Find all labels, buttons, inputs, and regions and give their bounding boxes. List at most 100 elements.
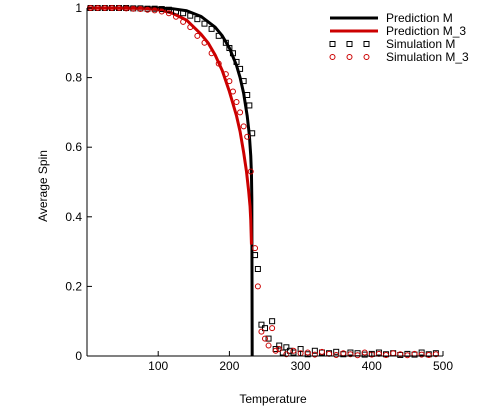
x-tick-label: 500 [433, 359, 453, 373]
point-simulation-m [229, 50, 236, 57]
y-axis-title: Average Spin [36, 150, 50, 222]
y-tick-label: 0 [75, 349, 82, 363]
point-simulation-m-3 [229, 88, 236, 95]
point-simulation-m-3 [252, 245, 259, 252]
point-simulation-m [283, 344, 290, 351]
point-simulation-m-3 [304, 349, 311, 356]
point-simulation-m [286, 347, 293, 354]
point-simulation-m-3 [137, 6, 144, 13]
point-simulation-m-3 [158, 8, 165, 15]
point-simulation-m [279, 349, 286, 356]
point-simulation-m-3 [390, 350, 397, 357]
point-simulation-m [208, 25, 215, 32]
point-simulation-m [194, 16, 201, 23]
point-simulation-m-3 [201, 39, 208, 46]
point-simulation-m [272, 346, 279, 353]
point-simulation-m [311, 347, 318, 354]
point-simulation-m-3 [397, 351, 404, 358]
point-simulation-m [158, 6, 165, 13]
y-tick-label: 0.8 [65, 71, 82, 85]
point-simulation-m-3 [151, 7, 158, 14]
point-simulation-m [249, 130, 256, 137]
point-simulation-m-3 [187, 24, 194, 31]
point-simulation-m [269, 318, 276, 325]
point-simulation-m-3 [226, 78, 233, 85]
x-axis-title: Temperature [239, 392, 307, 406]
axes: 100 200 300 400 500 0 0.2 0.4 0.6 0.8 1 [65, 1, 453, 373]
point-simulation-m-3 [173, 13, 179, 20]
point-simulation-m-3 [283, 351, 290, 358]
legend-label-prediction-m-3: Prediction M_3 [386, 24, 466, 38]
point-simulation-m [240, 78, 247, 85]
point-simulation-m-3 [240, 123, 247, 130]
point-simulation-m-3 [318, 348, 325, 355]
legend-label-simulation-m: Simulation M [386, 37, 455, 51]
point-simulation-m-3 [94, 5, 101, 11]
point-simulation-m [201, 20, 208, 27]
point-simulation-m-3 [418, 351, 425, 358]
point-simulation-m-3 [276, 346, 283, 353]
point-simulation-m [347, 349, 354, 356]
x-tick-label: 100 [148, 359, 168, 373]
point-simulation-m-3 [222, 71, 229, 78]
point-simulation-m [226, 45, 233, 52]
point-simulation-m [254, 266, 261, 272]
point-simulation-m-3 [130, 5, 137, 12]
legend-label-simulation-m-3: Simulation M_3 [386, 50, 469, 64]
point-simulation-m [265, 335, 272, 342]
point-simulation-m-3 [208, 50, 215, 57]
point-simulation-m-3 [290, 347, 297, 354]
point-simulation-m [333, 348, 340, 355]
point-simulation-m [215, 32, 222, 39]
point-simulation-m-3 [215, 60, 222, 67]
point-simulation-m-3 [165, 10, 172, 17]
legend-swatch-simulation-m [363, 41, 370, 47]
point-simulation-m-3 [432, 351, 439, 358]
point-simulation-m-3 [311, 351, 318, 358]
point-simulation-m-3 [354, 352, 361, 359]
point-simulation-m [258, 321, 265, 328]
point-simulation-m-3 [247, 168, 254, 175]
point-simulation-m [187, 12, 194, 19]
x-tick-label: 300 [291, 359, 311, 373]
series-line-prediction-m [87, 6, 254, 357]
x-tick-label: 400 [362, 359, 382, 373]
point-simulation-m-3 [254, 283, 261, 290]
point-simulation-m-3 [244, 133, 251, 140]
point-simulation-m-3 [333, 351, 340, 358]
y-tick-label: 0.6 [65, 140, 82, 154]
legend-swatch-simulation-m-3 [363, 54, 370, 60]
legend-swatch-simulation-m [329, 41, 336, 47]
point-simulation-m-3 [123, 5, 130, 12]
x-tick-label: 200 [219, 359, 239, 373]
point-simulation-m [222, 39, 229, 46]
legend-label-prediction-m: Prediction M [386, 11, 453, 25]
point-simulation-m-3 [383, 351, 390, 358]
y-tick-label: 0.2 [65, 279, 82, 293]
point-simulation-m [246, 102, 253, 109]
legend-swatch-simulation-m-3 [329, 54, 336, 60]
point-simulation-m-3 [237, 109, 244, 116]
point-simulation-m [276, 342, 283, 349]
point-simulation-m-3 [101, 5, 108, 11]
point-simulation-m-3 [144, 6, 151, 13]
point-simulation-m-3 [265, 342, 272, 349]
point-simulation-m-3 [347, 351, 354, 358]
point-simulation-m [180, 10, 187, 17]
point-simulation-m-3 [108, 5, 115, 11]
point-simulation-m-3 [194, 32, 201, 39]
point-simulation-m-3 [262, 335, 268, 342]
point-simulation-m-3 [361, 349, 368, 356]
point-simulation-m-3 [258, 328, 265, 335]
point-simulation-m-3 [269, 325, 276, 332]
point-simulation-m-3 [180, 18, 187, 25]
point-simulation-m [361, 351, 368, 358]
point-simulation-m [290, 349, 297, 356]
legend-swatch-simulation-m [346, 41, 353, 47]
point-simulation-m-3 [404, 352, 411, 359]
point-simulation-m [233, 58, 240, 65]
point-simulation-m [304, 351, 311, 358]
point-simulation-m-3 [233, 98, 240, 105]
